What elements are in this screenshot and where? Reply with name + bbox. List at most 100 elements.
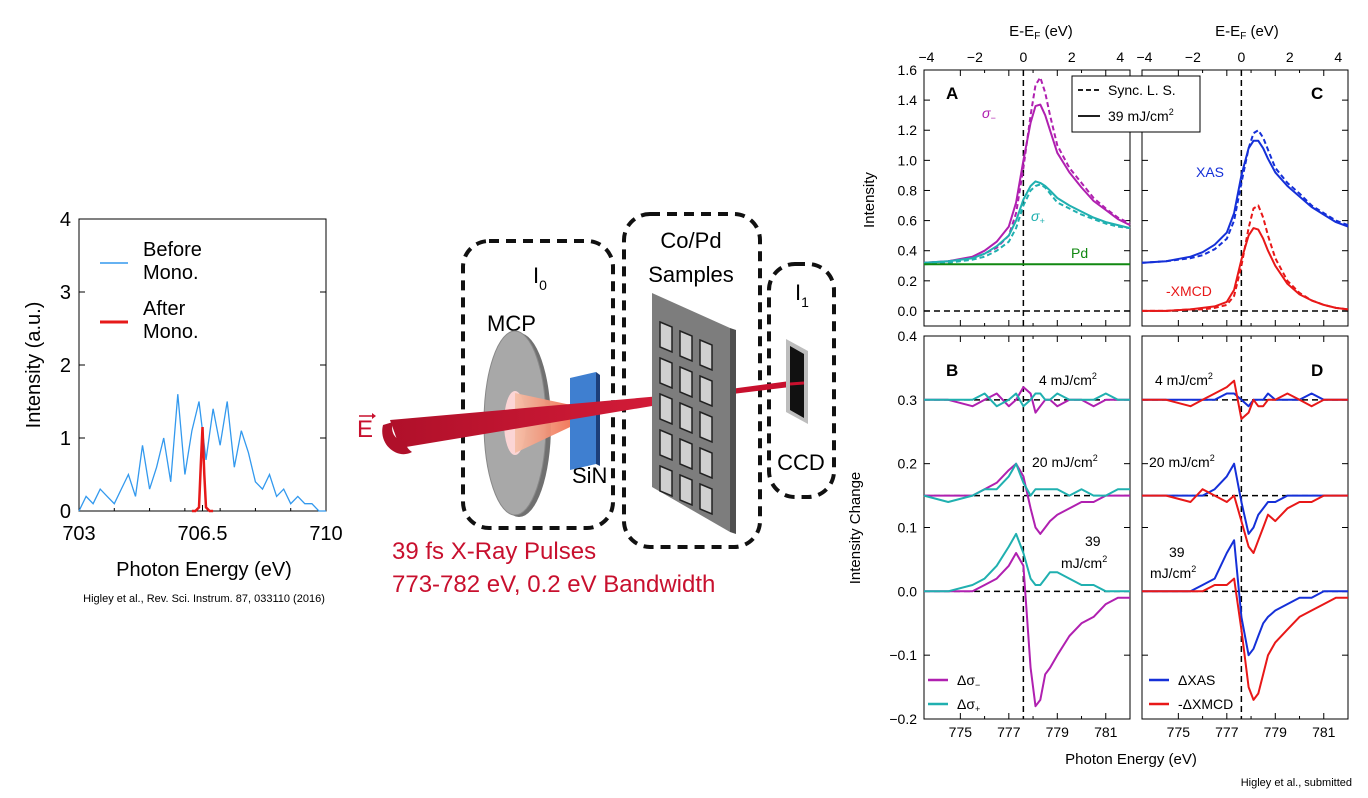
fluence-d-39-line1: 39	[1169, 544, 1185, 560]
experiment-diagram: I0 MCP Co/Pd Samples I1 SiN CCD E	[357, 212, 836, 598]
caption-line2: 773-782 eV, 0.2 eV Bandwidth	[392, 571, 715, 598]
series-d-2	[1142, 462, 1348, 535]
series-c-3	[1142, 227, 1349, 312]
panel-frame-c	[1141, 69, 1349, 327]
series-c-1	[1141, 139, 1349, 264]
top-tick-label: 2	[1286, 49, 1294, 65]
legend-fluence-label: 39 mJ/cm2	[1108, 107, 1174, 124]
y-tick-label-top: 1.0	[898, 152, 918, 168]
y-tick-label-bottom: 0.0	[898, 583, 918, 599]
left-chart: 0 1 2 3 4 703 706.5 710 Intensity (a.u.) Photo…	[23, 209, 343, 605]
top-tick-label: 4	[1116, 49, 1124, 65]
left-y-tick-label: 1	[60, 428, 71, 450]
left-y-axis-label: Intensity (a.u.)	[23, 302, 45, 429]
y-tick-label-bottom: 0.1	[898, 520, 918, 536]
y-tick-label-bottom: 0.2	[898, 456, 918, 472]
legend-dsigma-minus-label: Δσ−	[957, 672, 980, 690]
legend-a-box	[1071, 75, 1201, 133]
x-tick-label: 777	[1215, 724, 1239, 740]
i0-box	[461, 239, 615, 530]
top-tick-label: −4	[918, 49, 934, 65]
legend-after-line2: Mono.	[143, 321, 199, 343]
left-citation: Higley et al., Rev. Sci. Instrum. 87, 03…	[83, 593, 325, 605]
fluence-b-39-line1: 39	[1085, 533, 1101, 549]
top-tick-label: 0	[1237, 49, 1245, 65]
annot-xas: XAS	[1196, 164, 1224, 180]
top-axis-label-left: E-EF (eV)	[1009, 23, 1073, 42]
left-y-tick-label: 0	[60, 501, 71, 523]
sample-plate	[652, 293, 736, 534]
y-tick-label-bottom: −0.1	[889, 647, 917, 663]
polarization-arrow-icon	[382, 422, 412, 455]
y-label-intensity: Intensity	[861, 172, 878, 228]
fluence-b-4: 4 mJ/cm2	[1039, 371, 1097, 388]
left-y-tick-label: 4	[60, 209, 71, 231]
sample-cell	[679, 329, 693, 363]
panel-frame-b	[923, 335, 1131, 720]
series-a-0	[923, 76, 1131, 264]
sin-membrane	[570, 372, 596, 470]
series-a-3	[923, 180, 1131, 264]
left-x-ticks: 703 706.5 710	[62, 505, 343, 545]
left-y-tick-label: 3	[60, 282, 71, 304]
sample-grid	[659, 320, 713, 516]
left-series-group	[78, 394, 326, 513]
x-tick-label: 777	[997, 724, 1021, 740]
legend-b: Δσ− Δσ+	[928, 672, 980, 714]
left-x-axis-label: Photon Energy (eV)	[116, 559, 292, 581]
i1-box	[767, 262, 836, 499]
y-tick-label-bottom: −0.2	[889, 711, 917, 727]
legend-a: Sync. L. S. 39 mJ/cm2	[1071, 75, 1201, 133]
annot-sigma-minus: σ−	[982, 105, 996, 123]
y-tick-label-bottom: 0.3	[898, 392, 918, 408]
fluence-d-4: 4 mJ/cm2	[1155, 371, 1213, 388]
y-tick-label-top: 1.2	[898, 122, 918, 138]
x-tick-label: 781	[1094, 724, 1118, 740]
sample-cell	[659, 464, 673, 498]
top-tick-label: −4	[1136, 49, 1152, 65]
y-tick-label-top: 0.4	[898, 243, 918, 259]
ccd-label: CCD	[777, 450, 825, 475]
legend-dsigma-plus-label: Δσ+	[957, 696, 980, 714]
series-b-5	[924, 532, 1130, 593]
y-tick-label-top: 0.0	[898, 303, 918, 319]
series-d-3	[1142, 488, 1348, 554]
legend-before-line2: Mono.	[143, 262, 199, 284]
annot-pd: Pd	[1071, 245, 1088, 261]
sample-cell	[679, 365, 693, 399]
x-label-photon-energy: Photon Energy (eV)	[1065, 751, 1197, 768]
annot-xmcd: -XMCD	[1166, 283, 1212, 299]
sample-box	[622, 212, 762, 549]
top-tick-label: 4	[1334, 49, 1342, 65]
left-y-ticks: 0 1 2 3 4	[60, 209, 326, 523]
series-b-2	[924, 462, 1130, 535]
series-d-4	[1142, 539, 1348, 657]
x-tick-label: 779	[1046, 724, 1070, 740]
sample-cell	[659, 392, 673, 426]
annot-sigma-plus: σ+	[1031, 208, 1045, 226]
x-tick-label: 775	[949, 724, 973, 740]
legend-sync-label: Sync. L. S.	[1108, 82, 1176, 98]
y-tick-label-top: 0.2	[898, 273, 918, 289]
top-tick-label: 2	[1068, 49, 1076, 65]
right-figure: E-EF (eV) E-EF (eV) −4 −2 0 2 4 −4 −2 0 2 4 775 777…	[847, 23, 1352, 789]
i1-label: I1	[795, 280, 809, 310]
left-y-tick-label: 2	[60, 355, 71, 377]
series-b-4	[924, 552, 1130, 708]
top-tick-label: 0	[1019, 49, 1027, 65]
i0-label: I0	[533, 263, 547, 293]
sin-membrane-edge	[596, 372, 600, 466]
sample-cell	[679, 437, 693, 471]
y-label-intensity-change: Intensity Change	[847, 472, 864, 585]
panel-label-b: B	[946, 361, 958, 380]
e-vector-arrowhead	[372, 413, 376, 419]
panel-series	[923, 76, 1349, 708]
fluence-d-20: 20 mJ/cm2	[1149, 453, 1215, 470]
y-tick-label-bottom: 0.4	[898, 328, 918, 344]
legend-after-line1: After	[143, 298, 186, 320]
series-d-1	[1142, 379, 1348, 420]
y-tick-label-top: 0.8	[898, 182, 918, 198]
sample-plate-edge	[730, 328, 736, 534]
sample-cell	[679, 401, 693, 435]
legend-before-line1: Before	[143, 239, 202, 261]
